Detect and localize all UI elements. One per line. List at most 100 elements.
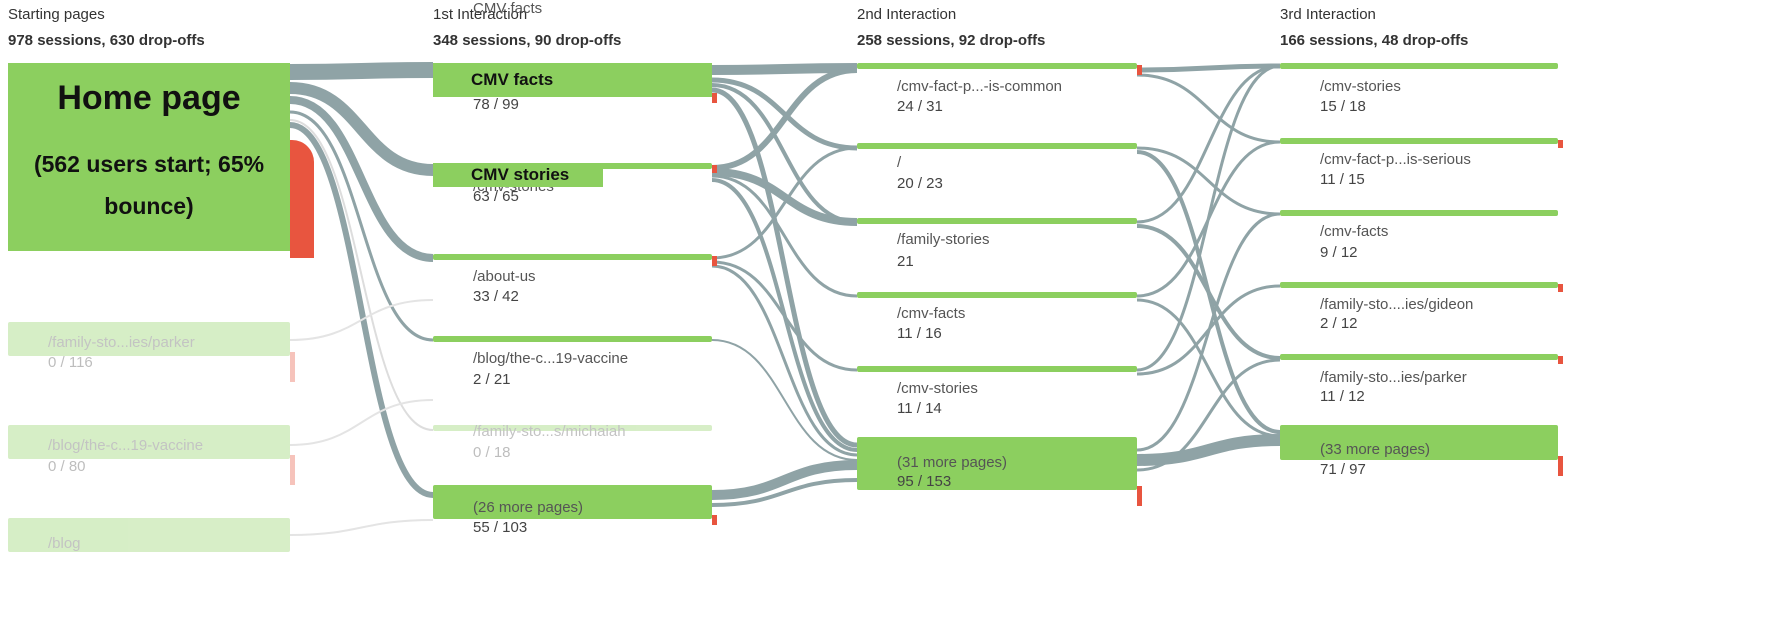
node-stats: 11 / 14 (897, 400, 942, 417)
flow-link (1136, 434, 1281, 466)
flow-link (1136, 64, 1281, 224)
flow-link (711, 264, 858, 457)
node-label: /family-sto...ies/parker (1320, 369, 1467, 386)
node-label: / (897, 154, 902, 171)
flow-link (1136, 224, 1281, 360)
node-bar (1280, 282, 1558, 288)
flow-link (711, 87, 858, 448)
flow-link (289, 82, 434, 176)
highlight-label: CMV facts (433, 63, 712, 97)
node-label: /cmv-facts (897, 305, 966, 322)
column-subtitle: 978 sessions, 630 drop-offs (8, 32, 205, 49)
flow-link (711, 63, 858, 75)
node-bar (857, 143, 1137, 149)
flow-link (289, 299, 434, 341)
drop-off (1558, 456, 1563, 476)
node-label: /cmv-stories (1320, 78, 1401, 95)
drop-off (712, 515, 717, 525)
column-title: 1st Interaction (433, 6, 528, 23)
drop-off (712, 165, 717, 173)
home-title: Home page (57, 79, 241, 117)
flow-link (711, 168, 858, 226)
flow-link (711, 260, 858, 372)
column-subtitle: 258 sessions, 92 drop-offs (857, 32, 1046, 49)
node-label: /cmv-fact-p...-is-common (897, 78, 1063, 95)
flow-link (1136, 212, 1281, 452)
node-bar (8, 518, 290, 552)
node-stats: 95 / 153 (897, 473, 952, 490)
node-label: /cmv-fact-p...is-serious (1320, 151, 1471, 168)
node-stats: 0 / 116 (48, 354, 93, 371)
node-label: /family-sto...s/michaiah (473, 423, 626, 440)
node-stats: 11 / 15 (1320, 171, 1365, 188)
drop-off (1558, 140, 1563, 148)
node-label: (33 more pages) (1320, 441, 1431, 458)
node-bar (1280, 354, 1558, 360)
highlight-label: CMV stories (433, 163, 603, 187)
flow-link (711, 174, 858, 298)
node-label: /family-sto...ies/parker (48, 334, 195, 351)
node-stats: 55 / 103 (473, 519, 528, 536)
flow-link (711, 460, 858, 500)
node-bar (433, 254, 712, 260)
node-label: /family-stories (897, 231, 990, 248)
flow-link (1136, 298, 1281, 438)
column-subtitle: 166 sessions, 48 drop-offs (1280, 32, 1469, 49)
drop-off (290, 140, 314, 258)
drop-off (1137, 486, 1142, 506)
node-stats: 0 / 18 (473, 444, 511, 461)
node-stats: 33 / 42 (473, 288, 519, 305)
node-bar (1280, 138, 1558, 144)
flow-link (289, 519, 434, 536)
node-bar (8, 322, 290, 356)
flow-link (1136, 64, 1281, 372)
node-stats: 24 / 31 (897, 98, 943, 115)
node-stats: 21 (897, 253, 914, 270)
node-bar (8, 425, 290, 459)
flow-link (289, 62, 434, 80)
flow-link (289, 122, 434, 498)
node-bar (857, 218, 1137, 224)
flow-link (711, 339, 858, 461)
flow-link (1136, 358, 1281, 472)
node-bar (857, 366, 1137, 372)
column-title: 3rd Interaction (1280, 6, 1376, 23)
flow-link (1136, 73, 1281, 144)
node-label: /cmv-stories (897, 380, 978, 397)
node-label: /blog (48, 535, 81, 552)
node-stats: 63 / 65 (473, 188, 519, 205)
drop-off (1558, 284, 1563, 292)
node-stats: 0 / 80 (48, 458, 86, 475)
flow-link (289, 96, 434, 262)
node-bar (857, 437, 1137, 490)
drop-off (712, 93, 717, 103)
node-label: /about-us (473, 268, 536, 285)
flow-link (289, 399, 434, 446)
node-bar (433, 485, 712, 519)
flow-link (711, 478, 858, 507)
node-label: /blog/the-c...19-vaccine (48, 437, 204, 454)
column-subtitle: 348 sessions, 90 drop-offs (433, 32, 622, 49)
node-stats: 15 / 18 (1320, 98, 1366, 115)
node-bar (433, 425, 712, 431)
node-stats: 11 / 16 (897, 325, 942, 342)
node-label: (26 more pages) (473, 499, 584, 516)
node-label: /family-sto....ies/gideon (1320, 296, 1474, 313)
column-title: Starting pages (8, 6, 105, 23)
flow-link (1136, 63, 1281, 73)
node-stats: 2 / 12 (1320, 315, 1358, 332)
node-label: CMV facts (473, 0, 543, 17)
node-bar (857, 63, 1137, 69)
node-stats: 78 / 99 (473, 96, 519, 113)
node-bar (1280, 425, 1558, 460)
node-stats: 11 / 12 (1320, 388, 1365, 405)
node-bar (1280, 63, 1558, 69)
node-label: (31 more pages) (897, 454, 1008, 471)
node-label: /blog/the-c...19-vaccine (473, 350, 629, 367)
node-stats: 2 / 21 (473, 371, 511, 388)
node-bar (433, 336, 712, 342)
node-bar (1280, 210, 1558, 216)
node-bar (857, 292, 1137, 298)
node-stats: 71 / 97 (1320, 461, 1366, 478)
